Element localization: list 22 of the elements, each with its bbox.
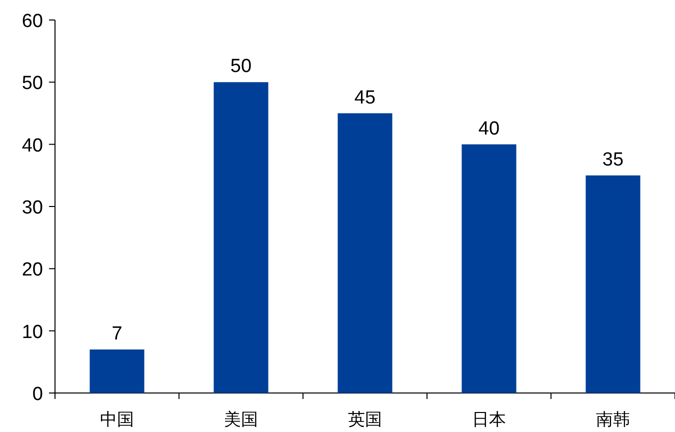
y-tick-label: 10 [22, 322, 43, 343]
x-tick-label: 英国 [348, 410, 382, 429]
data-label: 50 [230, 56, 252, 78]
bar [90, 349, 144, 393]
y-tick-label: 60 [22, 11, 43, 32]
data-label: 7 [112, 323, 122, 344]
y-tick-label: 30 [22, 198, 43, 218]
x-tick-label: 南韩 [596, 410, 630, 429]
data-label: 40 [478, 118, 500, 140]
bar [214, 82, 268, 393]
bar [338, 113, 392, 393]
data-label: 45 [354, 87, 376, 108]
x-tick-label: 中国 [100, 410, 134, 429]
y-tick-label: 0 [32, 384, 43, 405]
x-tick-label: 日本 [472, 410, 506, 429]
y-tick-label: 40 [22, 135, 43, 156]
bar [586, 175, 640, 393]
bar [462, 144, 516, 393]
y-tick-label: 50 [22, 73, 43, 94]
data-label: 35 [602, 149, 624, 170]
y-tick-label: 20 [22, 260, 43, 281]
x-tick-label: 美国 [224, 410, 258, 429]
